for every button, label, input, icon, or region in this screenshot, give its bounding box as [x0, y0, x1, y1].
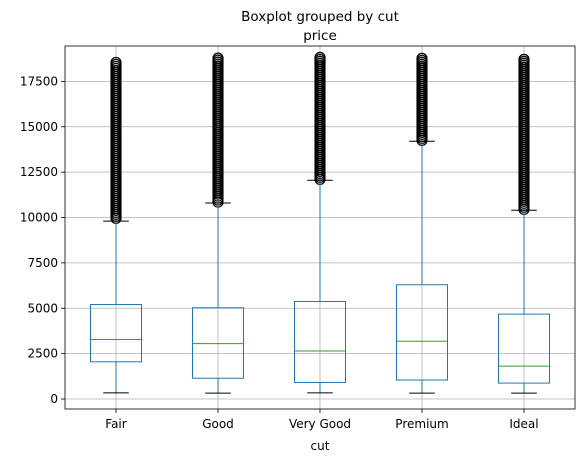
box-iqr: [396, 284, 448, 381]
y-tick-label: 10000: [20, 211, 58, 225]
box-iqr: [294, 300, 346, 383]
x-tick-label: Fair: [105, 417, 126, 431]
chart-title: price: [303, 28, 337, 44]
y-tick-label: 2500: [27, 347, 58, 361]
outlier-point: [416, 52, 428, 64]
y-tick-label: 7500: [27, 256, 58, 270]
box-group-fair: [90, 56, 142, 394]
y-tick-label: 0: [50, 392, 58, 406]
y-tick-label: 5000: [27, 301, 58, 315]
box-group-premium: [396, 52, 448, 394]
x-tick-label: Good: [202, 417, 234, 431]
outlier-markers: [212, 52, 224, 208]
box-group-ideal: [498, 53, 550, 394]
box-iqr: [90, 304, 142, 363]
x-tick-label: Very Good: [289, 417, 351, 431]
y-tick-label: 17500: [20, 74, 58, 88]
outlier-point: [212, 52, 224, 64]
box-iqr: [192, 307, 244, 379]
x-tick-label: Premium: [395, 417, 448, 431]
y-tick-label: 15000: [20, 120, 58, 134]
box-group-good: [192, 52, 244, 394]
outlier-markers: [314, 51, 326, 186]
x-axis-label: cut: [311, 439, 330, 453]
box-iqr: [498, 313, 550, 384]
chart-suptitle: Boxplot grouped by cut: [241, 9, 399, 25]
outlier-markers: [518, 53, 530, 215]
plot-area: [90, 51, 550, 394]
outlier-markers: [110, 56, 122, 225]
x-tick-label: Ideal: [509, 417, 538, 431]
outlier-markers: [416, 52, 428, 146]
outlier-point: [518, 53, 530, 65]
box-group-very-good: [294, 51, 346, 394]
y-tick-label: 12500: [20, 165, 58, 179]
outlier-point: [110, 56, 122, 69]
outlier-point: [314, 51, 326, 64]
axes: 0 2500 5000 7500 10000 12500 15000 17500 Fair Goo…: [20, 45, 576, 431]
